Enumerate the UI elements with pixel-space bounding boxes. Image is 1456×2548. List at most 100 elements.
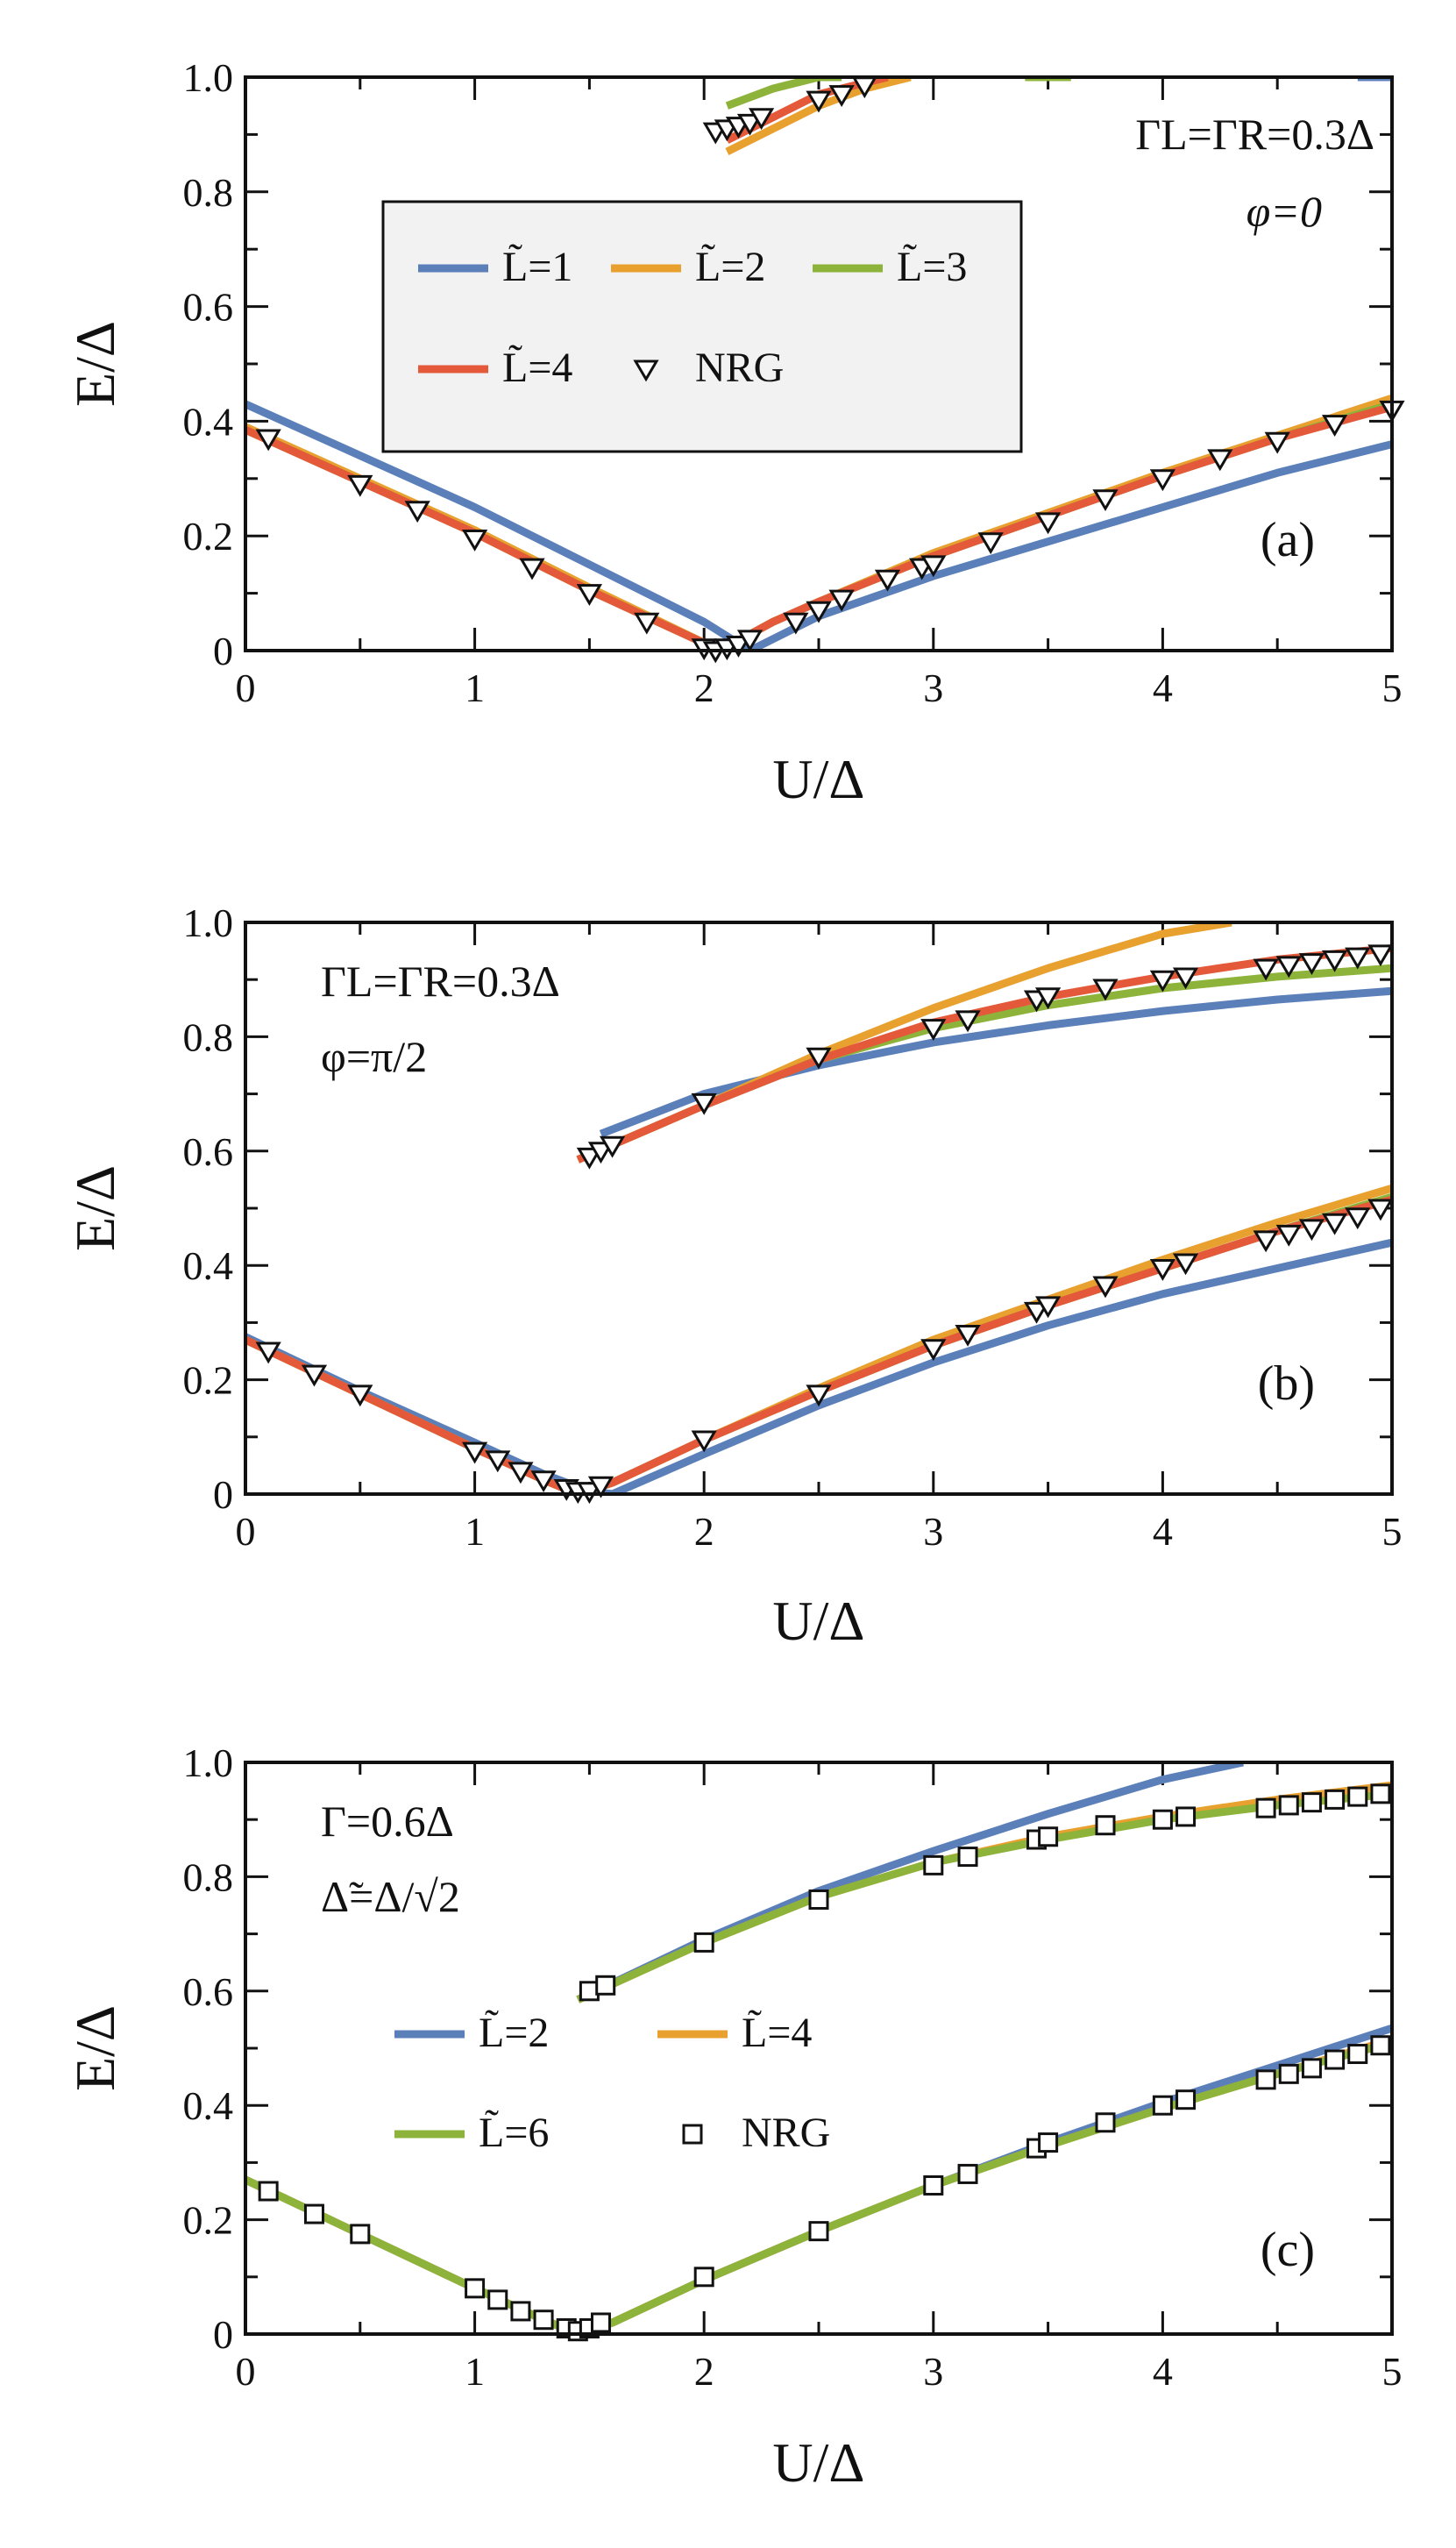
nrg-point bbox=[599, 1135, 626, 1158]
nrg-point bbox=[806, 90, 832, 113]
y-tick-label: 0.4 bbox=[183, 2083, 234, 2128]
nrg-point bbox=[576, 1147, 603, 1170]
series-line bbox=[245, 1184, 1392, 1494]
nrg-point bbox=[691, 1093, 717, 1115]
x-tick-label: 4 bbox=[1153, 2349, 1173, 2394]
x-tick-label: 3 bbox=[923, 1509, 943, 1554]
nrg-point bbox=[957, 1847, 978, 1868]
nrg-point bbox=[1321, 415, 1348, 438]
nrg-point bbox=[461, 1441, 488, 1464]
nrg-point bbox=[301, 1364, 328, 1387]
nrg-point bbox=[725, 635, 752, 658]
y-tick-label: 0.6 bbox=[183, 1129, 234, 1174]
x-tick-label: 0 bbox=[236, 2349, 256, 2394]
series-line bbox=[245, 402, 1392, 651]
nrg-point bbox=[1175, 2089, 1197, 2110]
legend-label: L̃=3 bbox=[897, 243, 967, 290]
nrg-point bbox=[1038, 2132, 1059, 2153]
nrg-point bbox=[957, 2163, 978, 2184]
x-tick-label: 2 bbox=[694, 665, 714, 710]
nrg-point bbox=[1275, 1224, 1302, 1247]
nrg-point bbox=[1152, 1809, 1173, 1830]
nrg-point bbox=[533, 2310, 554, 2331]
annotations: ΓL=ΓR=0.3Δ φ=π/2 bbox=[321, 957, 560, 1081]
nrg-point bbox=[519, 558, 545, 580]
series-line bbox=[725, 77, 842, 110]
legend-label: L̃=2 bbox=[479, 2009, 549, 2056]
nrg-point bbox=[1347, 2044, 1368, 2065]
nrg-point bbox=[1325, 2049, 1346, 2070]
nrg-point bbox=[590, 2312, 611, 2333]
series-line bbox=[599, 986, 1392, 1138]
nrg-point bbox=[1207, 449, 1233, 472]
nrg-point bbox=[1321, 1213, 1348, 1235]
x-tick-label: 5 bbox=[1382, 1509, 1403, 1554]
y-tick-label: 1.0 bbox=[183, 1740, 234, 1785]
nrg-point bbox=[530, 1470, 557, 1493]
legend-label: L̃=4 bbox=[742, 2009, 812, 2056]
legend-box bbox=[381, 200, 1023, 453]
y-axis-label: E/Δ bbox=[64, 2005, 126, 2091]
y-tick-label: 0.4 bbox=[183, 1243, 234, 1288]
annotation-gamma: ΓL=ΓR=0.3Δ bbox=[1135, 110, 1374, 159]
y-tick-label: 0.2 bbox=[183, 2198, 234, 2243]
nrg-point bbox=[595, 1975, 616, 1996]
nrg-point bbox=[806, 601, 832, 623]
legend-label: L̃=6 bbox=[479, 2109, 549, 2156]
nrg-point bbox=[1034, 1296, 1062, 1319]
nrg-point bbox=[1278, 2063, 1299, 2084]
nrg-point bbox=[1370, 1783, 1391, 1804]
x-tick-label: 5 bbox=[1382, 2349, 1403, 2394]
nrg-point bbox=[461, 529, 488, 552]
series-lines bbox=[245, 922, 1392, 1494]
y-tick-label: 0.6 bbox=[183, 285, 234, 330]
nrg-point bbox=[920, 555, 947, 578]
series-line bbox=[245, 2024, 1392, 2334]
nrg-point bbox=[808, 2221, 829, 2242]
nrg-point bbox=[485, 1450, 511, 1473]
y-tick-label: 1.0 bbox=[183, 900, 234, 945]
annotation-1: Γ=0.6Δ bbox=[321, 1797, 454, 1846]
x-tick-label: 1 bbox=[465, 665, 485, 710]
nrg-point bbox=[634, 612, 660, 635]
nrg-point bbox=[1301, 2058, 1322, 2079]
nrg-point bbox=[693, 2267, 714, 2288]
nrg-point bbox=[806, 1047, 832, 1070]
nrg-point bbox=[487, 2289, 508, 2310]
x-tick-label: 4 bbox=[1153, 1509, 1173, 1554]
x-tick-label: 1 bbox=[465, 2349, 485, 2394]
x-axis-label: U/Δ bbox=[772, 748, 864, 810]
panel-b: 0 1 2 3 4 5 0 0.2 0.4 0.6 0.8 1.0 U/Δ E/Δ (b) ΓL=ΓR=0.3… bbox=[64, 900, 1403, 1652]
nrg-point bbox=[1345, 1207, 1371, 1230]
x-tick-label: 0 bbox=[236, 1509, 256, 1554]
panel-label: (a) bbox=[1261, 513, 1315, 567]
nrg-point bbox=[587, 1476, 614, 1498]
y-tick-label: 0 bbox=[213, 1472, 233, 1517]
y-tick-label: 0.8 bbox=[183, 1014, 234, 1059]
nrg-point bbox=[255, 1342, 281, 1364]
annotation-phi: φ=0 bbox=[1246, 187, 1322, 236]
nrg-point bbox=[736, 113, 764, 136]
series-lines bbox=[245, 1762, 1392, 2334]
nrg-markers bbox=[255, 944, 1394, 1505]
nrg-point bbox=[1255, 2069, 1276, 2090]
nrg-point bbox=[303, 2203, 324, 2224]
nrg-point bbox=[1253, 1230, 1279, 1253]
nrg-point bbox=[808, 1889, 829, 1910]
nrg-point bbox=[920, 1019, 947, 1041]
x-tick-label: 2 bbox=[694, 1509, 714, 1554]
nrg-point bbox=[508, 1462, 534, 1484]
nrg-point bbox=[1298, 1219, 1325, 1242]
annotation-2: Δ̃=Δ/√2 bbox=[321, 1872, 460, 1921]
nrg-point bbox=[350, 2224, 371, 2245]
y-tick-label: 0.8 bbox=[183, 1854, 234, 1899]
x-tick-label: 2 bbox=[694, 2349, 714, 2394]
nrg-point bbox=[1038, 1826, 1059, 1847]
legend-label: L̃=2 bbox=[695, 243, 765, 290]
nrg-point bbox=[828, 85, 855, 107]
legend-marker bbox=[633, 359, 659, 382]
series-line bbox=[245, 400, 1392, 651]
legend: L̃=1 L̃=2 L̃=3 L̃=4 NRG bbox=[381, 200, 1023, 453]
x-tick-label: 0 bbox=[236, 665, 256, 710]
plot-frame bbox=[244, 921, 1394, 1496]
